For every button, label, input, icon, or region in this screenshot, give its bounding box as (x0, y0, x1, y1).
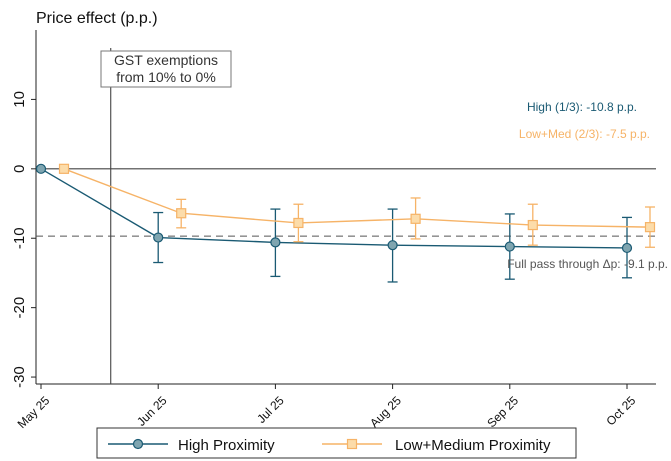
plot-area: 10 0 -10 -20 -30 May 25 Jun 25 Jul 25 Aug 25 Sep … (11, 30, 656, 431)
hline-label: Full pass through Δp: -9.1 p.p. (507, 257, 668, 271)
data-point (410, 213, 421, 224)
x-tick-label: Jun 25 (134, 393, 170, 429)
x-tick-label: May 25 (15, 393, 53, 431)
y-tick-label: -20 (11, 297, 28, 319)
y-tick-label: 0 (11, 165, 28, 173)
annotation-lowmed: Low+Med (2/3): -7.5 p.p. (519, 127, 650, 141)
x-tick-label: Sep 25 (484, 393, 521, 430)
x-tick-label: Oct 25 (603, 393, 638, 428)
data-point (35, 163, 47, 174)
legend-lowmed-marker (346, 438, 358, 450)
y-tick-label: -10 (11, 227, 28, 249)
vline-label-line2: from 10% to 0% (116, 69, 216, 85)
data-point (176, 208, 187, 219)
data-point (270, 237, 281, 248)
annotation-high: High (1/3): -10.8 p.p. (527, 100, 637, 114)
x-tick-label: Aug 25 (367, 393, 404, 430)
series-line (40, 168, 628, 249)
data-point (644, 222, 656, 233)
y-tick-label: 10 (11, 91, 28, 108)
data-point (621, 242, 633, 254)
data-point (527, 219, 538, 231)
legend-frame (96, 427, 577, 459)
data-point (387, 240, 398, 251)
series-line (63, 168, 651, 228)
x-tick-label: Jul 25 (254, 393, 287, 426)
y-tick-label: -30 (11, 366, 28, 388)
data-point (58, 163, 70, 174)
legend-lowmed-label: Low+Medium Proximity (395, 437, 551, 454)
y-axis-title: Price effect (p.p.) (36, 10, 158, 27)
data-point (153, 232, 164, 243)
vline-label-box (100, 50, 232, 88)
legend: High Proximity Low+Medium Proximity (96, 427, 577, 459)
legend-high-marker (132, 438, 144, 450)
vline-label-line1: GST exemptions (114, 52, 218, 68)
data-point (293, 217, 304, 229)
legend-high-label: High Proximity (178, 437, 275, 454)
data-point (504, 241, 515, 252)
